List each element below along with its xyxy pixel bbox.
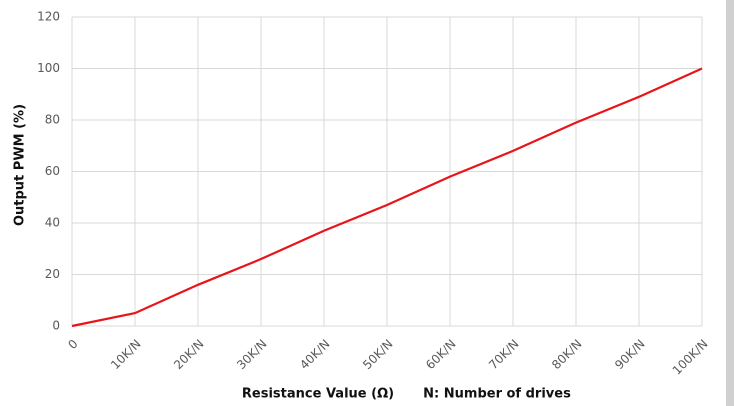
x-axis-label: Resistance Value (Ω) [242, 387, 394, 402]
y-tick-label: 100 [37, 61, 60, 75]
y-tick-label: 80 [45, 113, 60, 127]
y-axis-label: Output PWM (%) [13, 104, 28, 226]
y-tick-label: 120 [37, 10, 60, 24]
y-tick-label: 0 [52, 319, 60, 333]
y-tick-label: 60 [45, 164, 60, 178]
y-tick-label: 20 [45, 267, 60, 281]
y-tick-label: 40 [45, 216, 60, 230]
edge [726, 0, 734, 406]
data-line [71, 67, 703, 328]
annotation: N: Number of drives [423, 387, 571, 402]
